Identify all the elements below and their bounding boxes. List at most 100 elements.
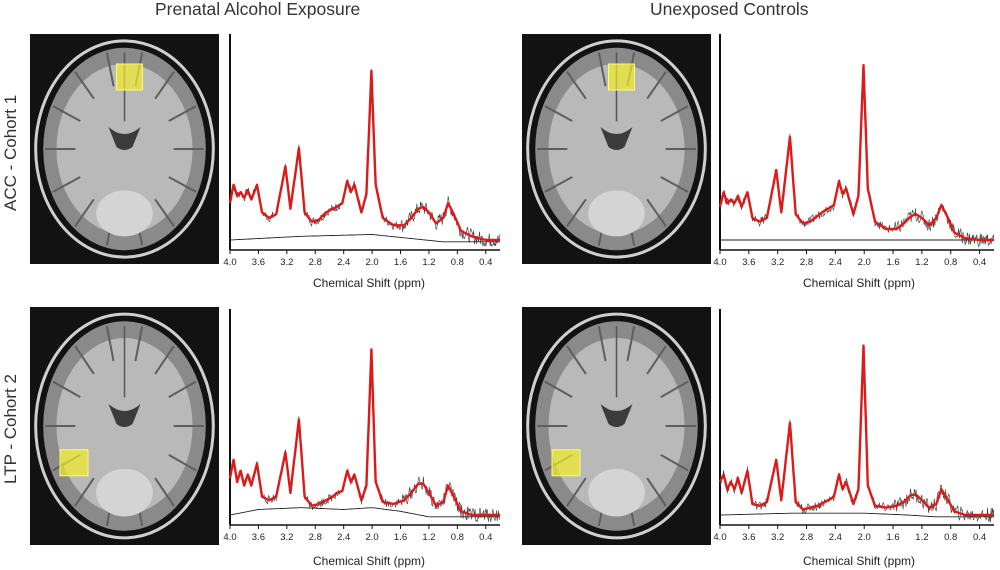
x-tick-label: 2.0 [858, 532, 871, 543]
sulcus [660, 380, 689, 398]
sulcus [74, 198, 95, 227]
sulcus [566, 345, 587, 375]
skull-outline [34, 312, 215, 540]
ventricles [108, 404, 141, 427]
cerebellum [96, 468, 153, 517]
roi-voxel [116, 63, 143, 91]
mri-image-acc-controls [522, 34, 711, 264]
fitted-spectrum-line [228, 69, 501, 242]
column-title-controls: Unexposed Controls [650, 0, 809, 19]
sulcus [646, 345, 667, 375]
sulcus [660, 454, 689, 472]
roi-voxel [608, 63, 635, 91]
row-label-ltp: LTP - Cohort 2 [1, 374, 20, 484]
x-tick-label: 1.6 [394, 257, 407, 268]
x-tick-label: 0.4 [479, 257, 492, 268]
x-tick-label: 4.0 [713, 257, 726, 268]
column-title-pae: Prenatal Alcohol Exposure [155, 0, 361, 19]
x-tick-label: 4.0 [713, 532, 726, 543]
sulcus [544, 105, 573, 122]
spectrum-chart-acc-controls: 4.0 3.6 3.2 2.8 2.4 2.0 1.6 1.2 0.8 0.4 [713, 34, 995, 268]
sulcus [52, 380, 81, 398]
x-tick-label: 3.6 [252, 532, 265, 543]
x-tick-label: 2.0 [858, 257, 871, 268]
x-tick-label: 2.8 [309, 532, 322, 543]
sulcus [74, 71, 95, 100]
x-tick-label: 1.2 [422, 257, 435, 268]
sulcus [566, 477, 587, 507]
baseline-curve [720, 512, 994, 518]
sulcus [168, 105, 197, 122]
sulcus [168, 454, 197, 472]
sulcus [105, 52, 115, 87]
sulcus [154, 345, 175, 375]
x-tick-label: 1.2 [915, 257, 928, 268]
sulcus [597, 52, 607, 87]
skull-outline [526, 39, 707, 259]
x-tick-label: 2.8 [309, 257, 322, 268]
sulcus [134, 326, 144, 362]
mri-image-acc-pae [30, 34, 219, 264]
x-tick-label: 1.2 [915, 532, 928, 543]
x-axis-label-ltp-pae: Chemical Shift (ppm) [312, 554, 426, 568]
x-tick-label: 4.0 [223, 532, 236, 543]
sulcus [52, 105, 81, 122]
sulcus [168, 176, 197, 193]
x-axis-label-ltp-controls: Chemical Shift (ppm) [802, 554, 916, 568]
x-tick-label: 1.6 [394, 532, 407, 543]
sulcus [105, 326, 115, 362]
fitted-spectrum-line [718, 64, 995, 242]
mri-image-ltp-pae [30, 307, 219, 545]
sulcus [566, 71, 587, 100]
spectrum-chart-ltp-controls: 4.0 3.6 3.2 2.8 2.4 2.0 1.6 1.2 0.8 0.4 [713, 309, 995, 543]
x-tick-label: 0.8 [451, 257, 464, 268]
x-axis-label-acc-controls: Chemical Shift (ppm) [802, 276, 916, 290]
x-tick-label: 3.6 [742, 532, 755, 543]
sulcus [74, 345, 95, 375]
x-tick-label: 3.2 [280, 532, 293, 543]
fitted-spectrum-line [228, 348, 501, 517]
roi-voxel [59, 449, 89, 477]
sulcus [154, 198, 175, 227]
x-tick-label: 3.6 [742, 257, 755, 268]
sulcus [626, 326, 636, 362]
baseline-curve [229, 234, 500, 243]
ventricles [600, 127, 633, 150]
cerebellum [588, 468, 645, 517]
mri-image-ltp-controls [522, 307, 711, 545]
skull-outline [34, 39, 215, 259]
spectrum-chart-ltp-pae: 4.0 3.6 3.2 2.8 2.4 2.0 1.6 1.2 0.8 0.4 [223, 309, 501, 543]
x-axis-label-acc-pae: Chemical Shift (ppm) [312, 276, 426, 290]
skull-outline [526, 312, 707, 540]
x-tick-label: 0.8 [451, 532, 464, 543]
x-tick-label: 1.2 [422, 532, 435, 543]
x-tick-label: 2.4 [337, 257, 350, 268]
x-tick-label: 0.8 [944, 257, 957, 268]
sulcus [646, 71, 667, 100]
sulcus [154, 477, 175, 507]
x-tick-label: 1.6 [886, 532, 899, 543]
x-tick-label: 2.4 [337, 532, 350, 543]
ventricles [600, 404, 633, 427]
x-tick-label: 2.8 [800, 257, 813, 268]
x-tick-label: 3.2 [771, 257, 784, 268]
cerebellum [96, 190, 153, 237]
fitted-spectrum-line [718, 344, 995, 517]
sulcus [154, 71, 175, 100]
x-tick-label: 2.4 [829, 532, 842, 543]
sulcus [646, 198, 667, 227]
x-tick-label: 0.4 [973, 257, 986, 268]
roi-voxel [551, 449, 581, 477]
baseline-curve [229, 507, 500, 518]
sulcus [544, 176, 573, 193]
sulcus [168, 380, 197, 398]
x-tick-label: 0.4 [973, 532, 986, 543]
cerebellum [588, 190, 645, 237]
sulcus [660, 105, 689, 122]
x-tick-label: 1.6 [886, 257, 899, 268]
x-tick-label: 3.2 [771, 532, 784, 543]
sulcus [74, 477, 95, 507]
sulcus [597, 326, 607, 362]
x-tick-label: 2.8 [800, 532, 813, 543]
sulcus [52, 176, 81, 193]
